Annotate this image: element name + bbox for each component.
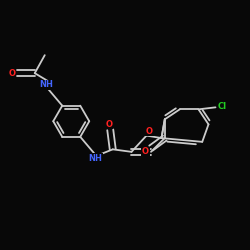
Text: Cl: Cl xyxy=(218,102,227,110)
Text: O: O xyxy=(146,126,153,136)
Text: NH: NH xyxy=(40,80,54,90)
Text: O: O xyxy=(8,69,15,78)
Text: O: O xyxy=(142,147,149,156)
Text: NH: NH xyxy=(88,154,102,162)
Text: O: O xyxy=(106,120,112,129)
